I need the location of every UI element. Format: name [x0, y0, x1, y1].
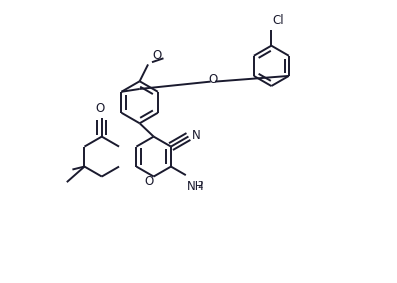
Text: O: O [144, 175, 153, 188]
Text: NH: NH [187, 180, 204, 193]
Text: N: N [192, 128, 200, 142]
Text: Cl: Cl [273, 14, 284, 27]
Text: O: O [96, 102, 105, 115]
Text: O: O [208, 73, 218, 86]
Text: O: O [152, 49, 161, 62]
Text: 2: 2 [198, 181, 203, 190]
